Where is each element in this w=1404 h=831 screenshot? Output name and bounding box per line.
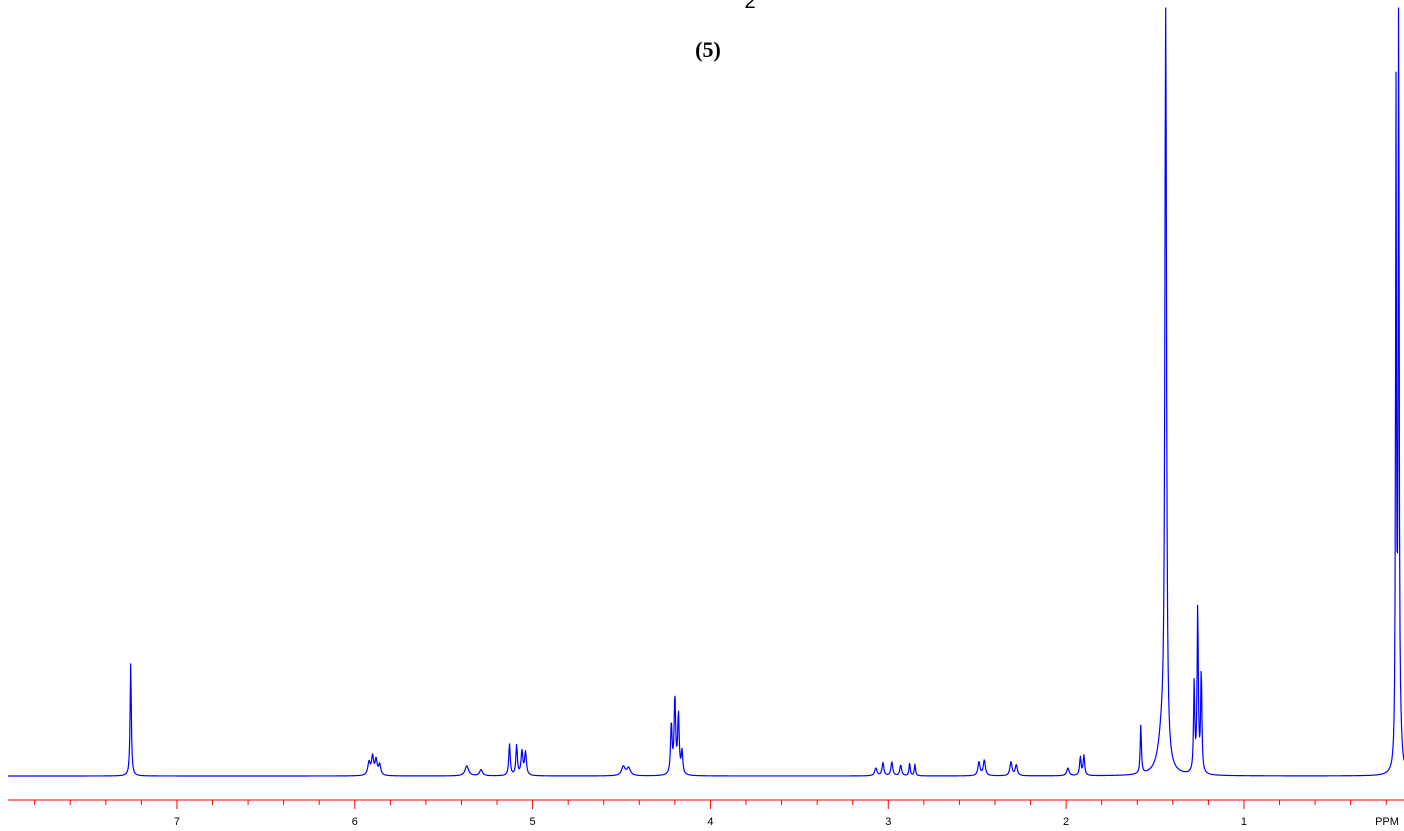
x-tick-label: 4 [707, 816, 713, 828]
spectrum-series-line [7, 7, 1404, 777]
x-tick-label: 5 [530, 816, 536, 828]
x-tick-label: 2 [1063, 816, 1069, 828]
x-tick-label: 6 [352, 816, 358, 828]
x-axis-tick-labels: 7 6 5 4 3 2 1 [174, 816, 1247, 828]
header-subscript-digit: 2 [744, 0, 755, 13]
x-tick-label: 1 [1241, 816, 1247, 828]
x-axis-ticks [34, 800, 1387, 809]
compound-label: (5) [695, 37, 721, 62]
x-tick-label: 7 [174, 816, 180, 828]
spectrum-trace [7, 7, 1404, 777]
x-tick-label: 3 [885, 816, 891, 828]
x-axis-unit-label: PPM [1375, 816, 1399, 828]
